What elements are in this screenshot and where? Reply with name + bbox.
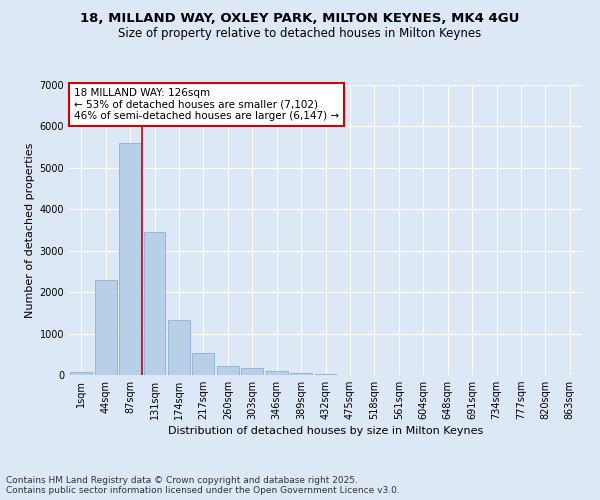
Bar	[193, 353, 214, 375]
Text: Size of property relative to detached houses in Milton Keynes: Size of property relative to detached ho…	[118, 28, 482, 40]
Bar	[168, 320, 190, 375]
Bar	[143, 232, 166, 375]
Bar	[119, 143, 141, 375]
Y-axis label: Number of detached properties: Number of detached properties	[25, 142, 35, 318]
Bar	[241, 368, 263, 375]
Text: 18, MILLAND WAY, OXLEY PARK, MILTON KEYNES, MK4 4GU: 18, MILLAND WAY, OXLEY PARK, MILTON KEYN…	[80, 12, 520, 26]
Bar	[314, 374, 337, 375]
Bar	[290, 372, 312, 375]
X-axis label: Distribution of detached houses by size in Milton Keynes: Distribution of detached houses by size …	[168, 426, 483, 436]
Bar	[266, 371, 287, 375]
Text: 18 MILLAND WAY: 126sqm
← 53% of detached houses are smaller (7,102)
46% of semi-: 18 MILLAND WAY: 126sqm ← 53% of detached…	[74, 88, 339, 121]
Text: Contains HM Land Registry data © Crown copyright and database right 2025.
Contai: Contains HM Land Registry data © Crown c…	[6, 476, 400, 495]
Bar	[70, 372, 92, 375]
Bar	[95, 280, 116, 375]
Bar	[217, 366, 239, 375]
